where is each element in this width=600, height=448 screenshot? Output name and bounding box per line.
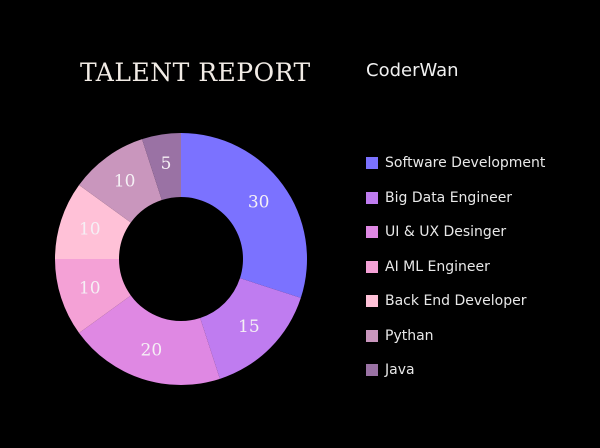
slice-value-label-1: 15: [238, 317, 260, 337]
chart-legend: Software Development Big Data Engineer UI …: [366, 146, 545, 388]
legend-swatch: [366, 226, 378, 239]
donut-slice-6: [142, 133, 181, 201]
legend-item: Big Data Engineer: [366, 181, 545, 216]
legend-label: Java: [385, 362, 415, 379]
donut-slice-1: [200, 278, 301, 379]
slice-value-label-6: 5: [161, 154, 172, 174]
chart-title: TALENT REPORT: [80, 58, 311, 87]
legend-swatch: [366, 157, 378, 170]
slice-value-label-0: 30: [248, 193, 270, 213]
donut-slice-3: [55, 259, 131, 334]
legend-item: Back End Developer: [366, 284, 545, 319]
legend-label: AI ML Engineer: [385, 258, 490, 275]
legend-item: Java: [366, 353, 545, 388]
legend-label: Pythan: [385, 327, 434, 344]
legend-swatch: [366, 329, 378, 342]
slice-value-label-2: 20: [141, 340, 163, 360]
slice-value-label-4: 10: [79, 219, 101, 239]
legend-label: Big Data Engineer: [385, 189, 513, 206]
legend-swatch: [366, 191, 378, 204]
slice-value-label-5: 10: [114, 171, 136, 191]
donut-slice-0: [181, 133, 307, 298]
donut-slice-5: [79, 139, 162, 223]
brand-name: CoderWan: [366, 60, 459, 81]
legend-swatch: [366, 260, 378, 273]
legend-item: Pythan: [366, 319, 545, 354]
slice-value-label-3: 10: [79, 279, 101, 299]
donut-slice-2: [79, 295, 220, 386]
legend-item: UI & UX Desinger: [366, 215, 545, 250]
donut-slice-4: [55, 184, 131, 259]
legend-label: UI & UX Desinger: [385, 224, 507, 241]
legend-label: Software Development: [385, 155, 546, 172]
legend-swatch: [366, 364, 378, 377]
legend-swatch: [366, 295, 378, 308]
legend-item: Software Development: [366, 146, 545, 181]
legend-item: AI ML Engineer: [366, 250, 545, 285]
legend-label: Back End Developer: [385, 293, 527, 310]
